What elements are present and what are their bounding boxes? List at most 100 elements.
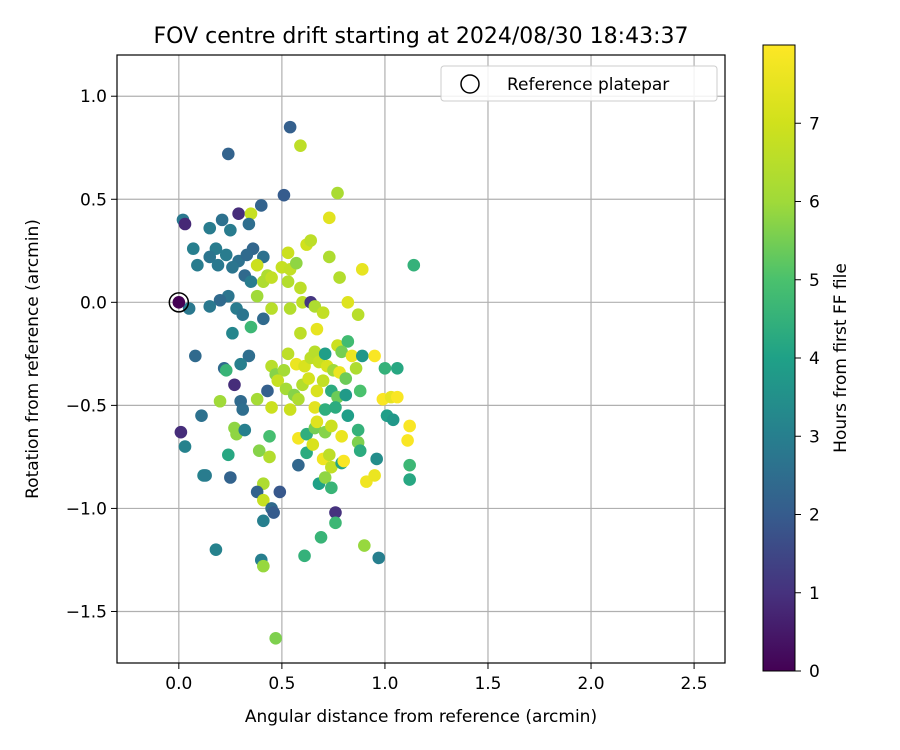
data-point [219,248,233,262]
x-tick-label: 2.5 [681,674,708,694]
data-point [294,326,307,340]
data-point [355,263,369,276]
data-point [213,394,227,408]
data-point [244,207,258,220]
data-point [294,139,307,152]
x-axis-label: Angular distance from reference (arcmin) [245,707,597,727]
reference-ring [168,292,190,313]
data-point [224,471,237,484]
data-point [403,458,416,472]
data-point [292,458,305,472]
data-point [250,258,264,272]
data-point [236,308,250,321]
data-point [267,506,280,519]
data-point [368,469,381,482]
data-point [178,440,192,453]
data-point [283,302,297,315]
x-tick-label: 0.5 [268,674,295,694]
data-point [257,493,270,507]
data-point [224,223,237,237]
data-point [203,221,217,235]
data-point [345,349,359,363]
data-point [252,444,266,458]
colorbar-ticks: 0 1 2 3 4 5 6 7 [795,114,820,682]
data-point [269,631,282,645]
data-point [322,448,336,462]
data-point [341,409,355,422]
data-point [358,539,371,552]
colorbar-tick-label: 3 [809,427,820,447]
data-point [236,403,250,416]
data-point [178,217,192,231]
data-point [182,302,196,315]
data-point [250,392,264,406]
data-point [304,234,318,247]
data-point [232,207,245,220]
data-point [265,302,278,315]
data-point [271,374,285,387]
data-point [372,551,386,565]
data-point [215,213,229,227]
colorbar-tick-label: 0 [809,662,820,682]
data-point [325,460,338,474]
grid [117,55,725,663]
data-point [308,345,322,359]
data-point [242,349,256,363]
chart-title: FOV centre drift starting at 2024/08/30 … [154,24,689,49]
y-tick-label: −0.5 [66,396,107,416]
x-tick-label: 1.5 [474,674,501,694]
data-point [290,256,303,270]
data-point [281,246,295,260]
data-point [238,423,252,437]
data-point [310,384,324,398]
reference-point [172,296,186,309]
legend: Reference platepar [440,65,718,102]
data-point [174,425,188,439]
data-point [228,378,241,392]
data-point [337,454,351,468]
y-tick-label: −1.5 [66,602,107,622]
data-point [265,271,278,284]
data-point [329,401,342,414]
data-point [203,250,217,264]
data-point [240,248,254,262]
colorbar-tick-label: 2 [809,506,820,526]
y-axis-label: Rotation from reference (arcmin) [23,219,43,499]
data-point [322,211,336,225]
data-point [322,250,336,264]
x-axis: 0.0 0.5 1.0 1.5 2.0 2.5 [165,663,708,694]
y-tick-label: 0.5 [80,190,107,210]
data-point [353,384,367,398]
data-point [370,452,383,466]
colorbar: 0 1 2 3 4 5 6 7 Hours from first FF file [762,44,851,682]
data-point [349,361,363,375]
data-point [244,320,258,334]
data-point [298,549,311,563]
data-point [401,434,414,447]
data-point [226,260,239,274]
y-tick-label: −1.0 [66,499,107,519]
data-point [333,271,346,284]
data-points [174,120,421,645]
data-point [250,289,264,303]
data-point [221,448,235,462]
data-point [226,326,239,340]
data-point [277,364,291,377]
data-point [335,345,348,359]
data-point [195,409,208,422]
legend-box [440,65,718,102]
data-point [308,401,322,414]
y-axis: 1.0 0.5 0.0 −0.5 −1.0 −1.5 [66,87,117,622]
data-point [257,514,270,528]
data-point [341,296,355,309]
data-point [316,374,330,387]
data-point [390,390,404,404]
data-point [273,485,287,499]
data-point [325,481,338,495]
data-point [199,469,212,482]
data-point [213,293,227,307]
data-point [310,322,324,336]
data-point [257,312,270,326]
data-point [341,335,355,348]
